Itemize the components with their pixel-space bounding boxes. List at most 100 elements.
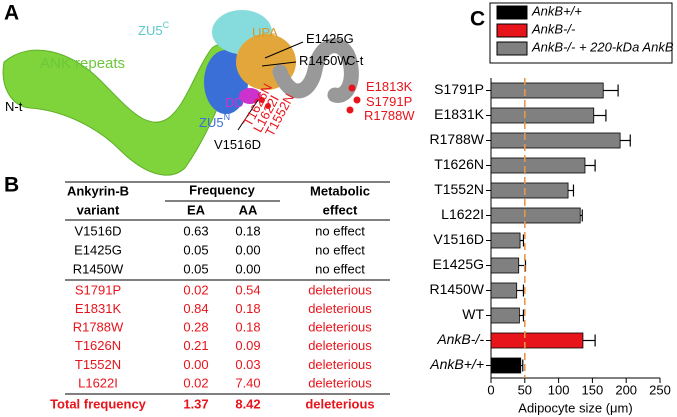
error-bar (568, 184, 575, 197)
bar (490, 207, 581, 224)
error-bar (593, 109, 607, 122)
bar (490, 232, 521, 249)
structure-label: S1791P (366, 94, 412, 109)
label-superscript: C (163, 20, 170, 30)
y-tick-label: T1626N (434, 156, 484, 172)
c-terminal-tube (272, 38, 359, 103)
y-tick-label: E1831K (434, 106, 484, 122)
table-header: Metabolic (310, 183, 370, 198)
table-cell: deleterious (308, 282, 372, 297)
table-cell: R1450W (73, 261, 124, 276)
y-tick-label: R1450W (430, 281, 485, 297)
label-text: R1788W (364, 108, 415, 123)
table-cell: no effect (315, 261, 365, 276)
table-cell: 0.05 (183, 242, 208, 257)
table-cell: 0.63 (183, 223, 208, 238)
mutation-site (353, 96, 361, 104)
legend-swatch (496, 41, 528, 56)
structure-label: ZU5C (138, 20, 170, 38)
table-cell: 0.05 (183, 261, 208, 276)
label-text: UPA (252, 25, 278, 40)
y-tick-label: AnkB+/+ (429, 356, 484, 372)
table-total-cell: 8.42 (235, 396, 260, 411)
table-header: Ankyrin-B (67, 183, 129, 198)
table-header: effect (323, 202, 358, 217)
structure-label: DD (225, 95, 244, 110)
table-cell: 0.00 (235, 242, 260, 257)
table-header: variant (77, 202, 120, 217)
table-total-cell: Total frequency (50, 396, 147, 411)
error-bar (520, 359, 524, 372)
table-cell: no effect (315, 223, 365, 238)
table-cell: 0.02 (183, 282, 208, 297)
mutation-site (265, 103, 271, 109)
label-text: ZU5 (199, 115, 224, 130)
y-tick-label: T1552N (434, 181, 484, 197)
panel-label: C (470, 8, 485, 31)
table-cell: 0.00 (235, 261, 260, 276)
label-text: ANK repeats (40, 55, 125, 72)
table-cell: 0.54 (235, 282, 260, 297)
table-cell: T1552N (75, 357, 121, 372)
structure-label: R1788W (364, 108, 415, 123)
panel-a-structure (2, 10, 361, 176)
table-cell: E1831K (75, 301, 122, 316)
structure-label: E1813K (366, 79, 413, 94)
legend-label: AnkB+/+ (531, 3, 582, 18)
bar (490, 82, 604, 99)
bar (490, 107, 595, 124)
leader-line (264, 41, 304, 59)
table-cell: 0.03 (235, 357, 260, 372)
table-cell: deleterious (308, 301, 372, 316)
bar (490, 282, 518, 299)
error-bar (584, 159, 596, 172)
label-superscript: N (224, 112, 231, 122)
table-cell: deleterious (308, 357, 372, 372)
x-tick-label: 200 (615, 382, 637, 397)
bar (490, 182, 569, 199)
y-tick-label: AnkB-/- (436, 331, 484, 347)
y-tick-label: S1791P (434, 81, 484, 97)
label-text: E1425G (306, 31, 354, 46)
y-tick-label: L1622I (441, 206, 484, 222)
table-cell: 0.28 (183, 320, 208, 335)
table-total-cell: deleterious (305, 396, 374, 411)
x-tick-label: 50 (518, 382, 532, 397)
bar (490, 157, 586, 174)
legend-label: AnkB-/- (531, 21, 576, 36)
label-text: ZU5 (138, 23, 163, 38)
table-cell: 0.00 (183, 357, 208, 372)
x-tick-label: 250 (649, 382, 671, 397)
leader-line (237, 99, 259, 131)
label-text: E1813K (366, 79, 413, 94)
table-cell: V1516D (75, 223, 122, 238)
label-text: R1450W (299, 53, 350, 68)
table-rules (65, 181, 390, 395)
mutation-site (348, 84, 356, 92)
table-header: AA (239, 202, 258, 217)
bar (490, 357, 522, 374)
structure-label: ZU5N (199, 112, 230, 130)
table-cell: T1626N (75, 338, 121, 353)
table-cell: deleterious (308, 338, 372, 353)
x-tick-label: 100 (548, 382, 570, 397)
x-axis-label: Adipocyte size (μm) (518, 400, 632, 415)
structure-label: E1425G (306, 31, 354, 46)
panel-label: B (4, 174, 19, 197)
legend-swatch (496, 23, 528, 38)
table-cell: 0.84 (183, 301, 208, 316)
y-tick-label: E1425G (433, 256, 484, 272)
table-cell: 0.21 (183, 338, 208, 353)
x-tick-label: 0 (487, 382, 494, 397)
leader-line (261, 61, 297, 67)
structure-label: R1450W (299, 53, 350, 68)
table-cell: S1791P (75, 282, 121, 297)
bar (490, 257, 520, 274)
table-cell: deleterious (308, 320, 372, 335)
x-tick-label: 150 (582, 382, 604, 397)
y-tick-label: WT (462, 306, 484, 322)
legend-swatch (496, 5, 528, 20)
table-total-cell: 1.37 (183, 396, 208, 411)
mutation-site (346, 106, 354, 114)
